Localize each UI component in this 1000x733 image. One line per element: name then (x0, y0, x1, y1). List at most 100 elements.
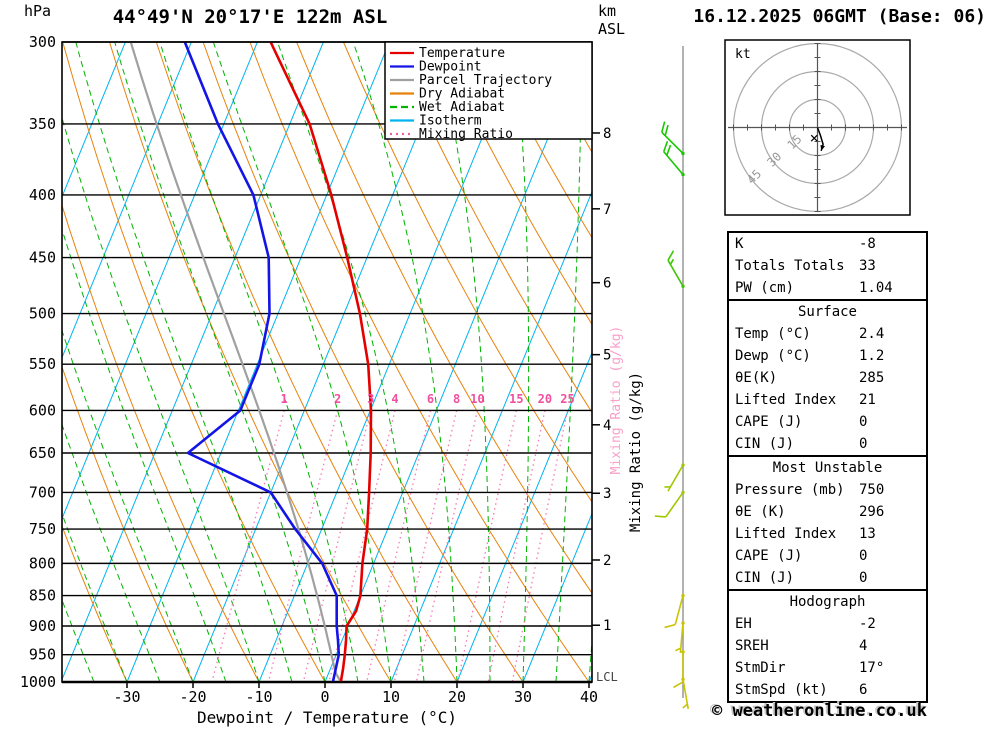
table-row-value: 17° (859, 660, 885, 676)
svg-text:Isotherm: Isotherm (419, 114, 482, 129)
table-row: Pressure (mb) 750 (729, 479, 926, 501)
table-row-label: CAPE (J) (735, 414, 803, 430)
table-row: Lifted Index 21 (729, 389, 926, 411)
svg-text:kt: kt (735, 47, 751, 62)
svg-text:700: 700 (29, 483, 56, 501)
svg-text:850: 850 (29, 587, 56, 605)
table-row-label: Lifted Index (735, 526, 837, 542)
parcel-trajectory-curve (129, 42, 342, 682)
svg-text:350: 350 (29, 115, 56, 133)
dewpoint-curve (183, 42, 341, 682)
svg-text:950: 950 (29, 646, 56, 664)
svg-text:3: 3 (603, 486, 611, 502)
table-row: CAPE (J) 0 (729, 545, 926, 567)
table-row-label: Pressure (mb) (735, 482, 845, 498)
svg-text:LCL: LCL (596, 670, 618, 684)
svg-text:hPa: hPa (24, 2, 51, 20)
run-datetime: 16.12.2025 06GMT (Base: 06) (693, 6, 986, 27)
table-row-value: -2 (859, 616, 876, 632)
table-row-label: EH (735, 616, 752, 632)
table-row-value: 33 (859, 258, 876, 274)
table-row-label: StmSpd (kt) (735, 682, 828, 698)
table-row: CIN (J) 0 (729, 433, 926, 455)
svg-text:Dewpoint / Temperature (°C): Dewpoint / Temperature (°C) (197, 708, 457, 727)
svg-text:650: 650 (29, 444, 56, 462)
table-section-header: Most Unstable (772, 460, 883, 476)
table-row-value: 0 (859, 436, 868, 452)
svg-text:Dry Adiabat: Dry Adiabat (419, 87, 505, 102)
svg-text:km: km (598, 2, 616, 20)
mixing-ratio-labels: 1 2 3 4 6 8 10 15 20 25 Mixing Ratio (g/kg) Mixing … (281, 326, 644, 684)
svg-text:Temperature: Temperature (419, 46, 505, 61)
table-row-value: -8 (859, 236, 876, 252)
table-row-label: CIN (J) (735, 570, 795, 586)
temperature-curve (269, 42, 373, 682)
wind-barb-column (654, 46, 689, 710)
table-row-label: Totals Totals (735, 258, 845, 274)
table-row-value: 1.2 (859, 348, 885, 364)
svg-text:0: 0 (320, 688, 329, 706)
table-row: StmSpd (kt) 6 (729, 679, 926, 701)
table-row: StmDir 17° (729, 657, 926, 679)
table-row-label: PW (cm) (735, 280, 795, 296)
svg-text:Mixing Ratio: Mixing Ratio (419, 127, 513, 142)
svg-text:1: 1 (281, 392, 288, 406)
table-row: Temp (°C) 2.4 (729, 323, 926, 345)
table-row-label: K (735, 236, 744, 252)
svg-text:2: 2 (603, 553, 611, 569)
table-row: Totals Totals 33 (729, 255, 926, 277)
indices-table: K -8 Totals Totals 33 PW (cm) 1.04 Surface Temp… (727, 231, 928, 703)
table-row: Lifted Index 13 (729, 523, 926, 545)
svg-text:40: 40 (580, 688, 598, 706)
svg-text:400: 400 (29, 186, 56, 204)
table-section-header: Hodograph (789, 594, 866, 610)
table-section: Most Unstable Pressure (mb) 750 θE (K) 296 Li… (729, 455, 926, 589)
svg-text:ASL: ASL (598, 20, 625, 38)
table-row-value: 4 (859, 638, 868, 654)
svg-text:2: 2 (334, 392, 341, 406)
svg-text:6: 6 (603, 276, 611, 292)
table-row-value: 1.04 (859, 280, 893, 296)
table-section: Hodograph EH -2 SREH 4 StmDir 17° StmSpd (kt) 6 (729, 589, 926, 701)
svg-text:6: 6 (427, 392, 434, 406)
table-row-label: Temp (°C) (735, 326, 811, 342)
svg-text:20: 20 (448, 688, 466, 706)
axis-labels: hPa kmASL30035040045050055060065070075080… (20, 2, 625, 727)
svg-text:1000: 1000 (20, 673, 56, 691)
svg-text:-20: -20 (179, 688, 206, 706)
svg-text:10: 10 (382, 688, 400, 706)
table-row-label: StmDir (735, 660, 786, 676)
svg-text:Wet Adiabat: Wet Adiabat (419, 100, 505, 115)
mixing-ratio-lines (211, 410, 569, 682)
table-section: K -8 Totals Totals 33 PW (cm) 1.04 (729, 233, 926, 299)
svg-text:300: 300 (29, 33, 56, 51)
table-row: K -8 (729, 233, 926, 255)
svg-text:Mixing Ratio (g/kg): Mixing Ratio (g/kg) (609, 326, 624, 475)
table-row-value: 296 (859, 504, 885, 520)
table-row-label: CIN (J) (735, 436, 795, 452)
table-row-label: θE (K) (735, 504, 786, 520)
table-row-value: 750 (859, 482, 885, 498)
table-row-value: 285 (859, 370, 885, 386)
svg-text:10: 10 (470, 392, 484, 406)
table-row-label: Lifted Index (735, 392, 837, 408)
svg-text:-10: -10 (245, 688, 272, 706)
table-row-value: 21 (859, 392, 876, 408)
svg-text:20: 20 (538, 392, 552, 406)
svg-text:8: 8 (603, 126, 611, 142)
svg-text:800: 800 (29, 554, 56, 572)
table-row: θE (K) 296 (729, 501, 926, 523)
table-row-value: 0 (859, 548, 868, 564)
svg-text:Dewpoint: Dewpoint (419, 60, 482, 75)
table-row: CAPE (J) 0 (729, 411, 926, 433)
svg-text:750: 750 (29, 520, 56, 538)
table-row-value: 13 (859, 526, 876, 542)
svg-text:600: 600 (29, 401, 56, 419)
table-row: EH -2 (729, 613, 926, 635)
copyright-footer: © weatheronline.co.uk (712, 701, 927, 721)
table-row-value: 0 (859, 414, 868, 430)
svg-text:Mixing Ratio (g/kg): Mixing Ratio (g/kg) (628, 372, 644, 532)
